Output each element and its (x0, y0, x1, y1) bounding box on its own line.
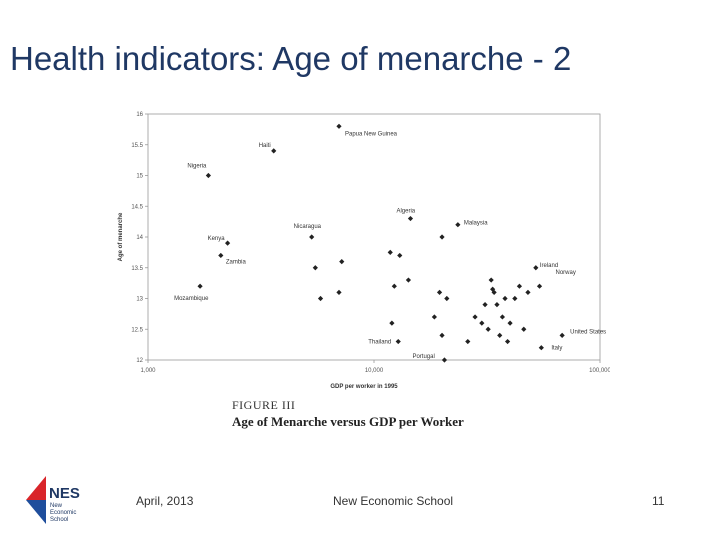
logo-blue-triangle (26, 500, 46, 524)
data-point (441, 357, 448, 363)
logo-line-2: Economic (50, 510, 76, 516)
data-point (395, 338, 401, 345)
data-point (439, 234, 445, 240)
data-point (536, 283, 543, 289)
point-label: Portugal (412, 354, 434, 360)
data-point (407, 215, 414, 222)
figure-label: FIGURE III (232, 398, 296, 412)
y-tick-label: 13 (136, 297, 143, 303)
y-tick-label: 14 (136, 235, 143, 241)
y-axis-label: Age of menarche (118, 212, 124, 261)
point-label: Italy (551, 346, 562, 352)
logo-line-1: New (50, 503, 63, 509)
data-point (312, 265, 318, 271)
point-label: Ireland (540, 263, 558, 269)
footer-school: New Economic School (333, 494, 454, 508)
points-layer (197, 123, 565, 363)
data-point (389, 320, 395, 326)
axes-layer: 16 15.5 15 14.5 14 13.5 13 12.5 12 1,000 10,000 100… (118, 112, 612, 390)
y-tick-label: 12.5 (131, 327, 143, 333)
y-tick-label: 16 (136, 112, 143, 118)
data-point (490, 286, 496, 292)
point-label: Nigeria (187, 164, 207, 170)
data-point (336, 289, 342, 295)
logo-red-triangle (26, 476, 46, 500)
data-point (397, 252, 403, 259)
data-point (271, 148, 277, 154)
data-point (504, 338, 511, 345)
data-point (485, 326, 491, 332)
chart-svg: 16 15.5 15 14.5 14 13.5 13 12.5 12 1,000 10,000 100… (118, 112, 612, 390)
data-point (405, 277, 412, 283)
point-label: United States (570, 329, 606, 335)
data-point (197, 283, 203, 289)
data-point (488, 277, 494, 283)
point-label: Haiti (259, 143, 271, 149)
data-point (387, 249, 393, 255)
x-axis-label: GDP per worker in 1995 (330, 384, 398, 390)
footer-page-number: 11 (652, 494, 665, 508)
data-point (336, 123, 342, 129)
point-label: Malaysia (464, 221, 488, 227)
data-point (491, 289, 497, 295)
data-point (224, 240, 231, 246)
point-label: Papua New Guinea (345, 131, 398, 137)
data-point (516, 283, 523, 289)
data-point (494, 302, 500, 308)
y-tick-label: 13.5 (131, 266, 143, 272)
data-point (465, 338, 471, 345)
data-point (391, 283, 397, 289)
data-point (455, 222, 461, 228)
data-point (439, 332, 445, 338)
data-point (497, 332, 503, 338)
point-label: Nicaragua (294, 224, 322, 230)
nes-logo: NES New Economic School (22, 472, 92, 528)
data-point (521, 326, 527, 332)
data-point (218, 252, 224, 259)
y-tick-label: 12 (136, 358, 143, 364)
logo-line-3: School (50, 517, 68, 523)
figure-caption: Age of Menarche versus GDP per Worker (232, 414, 464, 429)
data-point (482, 302, 488, 308)
scatter-chart: 16 15.5 15 14.5 14 13.5 13 12.5 12 1,000 10,000 100… (110, 100, 612, 440)
x-tick-label: 100,000 (589, 368, 610, 374)
logo-letters: NES (49, 485, 80, 502)
data-point (339, 259, 345, 265)
data-point (502, 295, 508, 302)
footer-date: April, 2013 (136, 494, 194, 508)
point-label: Mozambique (174, 296, 209, 302)
point-label: Thailand (368, 340, 391, 346)
point-label: Zambia (226, 259, 247, 265)
point-label: Kenya (208, 236, 226, 242)
data-point (525, 289, 531, 295)
point-labels-layer: Papua New Guinea Haiti Nigeria Algeria Malay… (174, 131, 606, 360)
slide-title: Health indicators: Age of menarche - 2 (10, 40, 572, 77)
data-point (533, 265, 539, 271)
y-tick-label: 15.5 (131, 143, 143, 149)
point-label: Norway (556, 270, 576, 276)
data-point (309, 234, 315, 240)
data-point (538, 345, 544, 351)
data-point (499, 314, 506, 320)
x-tick-label: 1,000 (140, 368, 156, 374)
y-tick-label: 15 (136, 174, 143, 180)
data-point (205, 172, 211, 179)
data-point (472, 314, 478, 320)
data-point (436, 289, 443, 295)
y-tick-label: 14.5 (131, 204, 143, 210)
data-point (444, 295, 450, 302)
point-label: Algeria (396, 209, 415, 215)
data-point (479, 320, 485, 326)
data-point (431, 314, 437, 320)
data-point (559, 332, 565, 338)
data-point (512, 295, 518, 302)
x-tick-label: 10,000 (365, 368, 384, 374)
data-point (317, 295, 324, 302)
data-point (507, 320, 513, 326)
